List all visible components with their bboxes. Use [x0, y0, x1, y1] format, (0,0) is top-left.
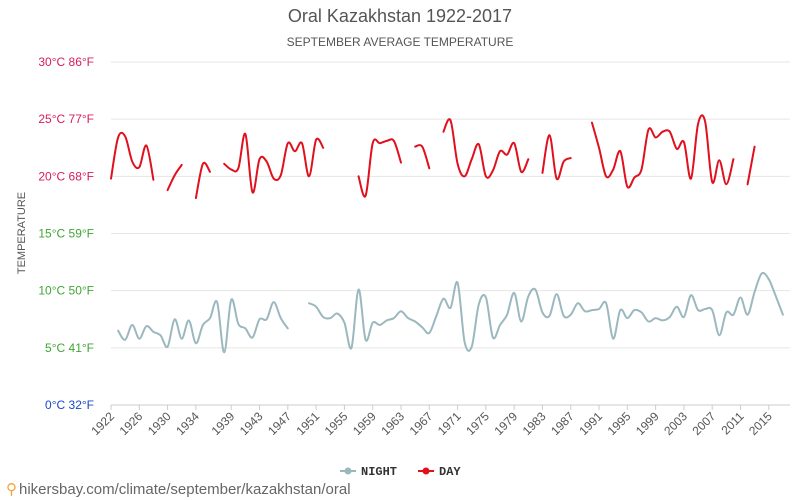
x-tick-label: 1983 — [520, 409, 549, 438]
x-tick-label: 1959 — [350, 409, 379, 438]
series-line-day — [590, 114, 735, 189]
x-tick-label: 1963 — [378, 409, 407, 438]
x-tick-label: 1951 — [293, 409, 322, 438]
y-tick-label: 5°C 41°F — [45, 341, 94, 355]
series-line-day — [223, 132, 325, 194]
y-axis-label: TEMPERATURE — [16, 192, 28, 274]
x-tick-label: 1975 — [463, 409, 492, 438]
source-url[interactable]: hikersbay.com/climate/september/kazakhst… — [19, 481, 351, 498]
series-line-day — [746, 145, 756, 186]
x-tick-label: 1943 — [237, 409, 266, 438]
x-tick-label: 1991 — [576, 409, 605, 438]
x-tick-label: 2011 — [718, 409, 746, 437]
series-line-day — [110, 131, 155, 181]
series-line-night — [308, 271, 784, 352]
x-tick-label: 2003 — [661, 409, 690, 438]
x-tick-label: 1979 — [491, 409, 520, 438]
x-tick-label: 1939 — [209, 409, 238, 438]
series-line-day — [442, 118, 530, 179]
chart-title: Oral Kazakhstan 1922-2017 — [287, 6, 513, 26]
legend-label: NIGHT — [361, 465, 397, 479]
legend-swatch-dot — [422, 467, 430, 475]
y-tick-label: 25°C 77°F — [38, 112, 94, 126]
x-tick-label: 1947 — [265, 409, 294, 438]
series-line-day — [166, 163, 183, 192]
x-tick-label: 1934 — [173, 409, 202, 438]
legend-item-day[interactable]: DAY — [418, 465, 461, 479]
x-tick-label: 1955 — [322, 409, 351, 438]
source-footer[interactable]: ⚲ hikersbay.com/climate/september/kazakhs… — [6, 480, 351, 498]
x-tick-label: 1971 — [435, 409, 464, 438]
y-tick-label: 10°C 50°F — [38, 284, 94, 298]
x-tick-label: 1987 — [548, 409, 577, 438]
legend: NIGHT DAY — [340, 465, 461, 479]
y-axis-ticks: 0°C 32°F 5°C 41°F 10°C 50°F 15°C 59°F 20°C 6… — [38, 55, 94, 412]
legend-label: DAY — [439, 465, 461, 479]
series-line-night — [117, 298, 289, 354]
x-axis: 1922 1926 1930 1934 1939 1943 1947 1951 1955 1959… — [88, 404, 790, 438]
y-tick-label: 0°C 32°F — [45, 398, 94, 412]
y-tick-label: 30°C 86°F — [38, 55, 94, 69]
legend-swatch-dot — [344, 467, 352, 475]
x-tick-label: 1967 — [407, 409, 436, 438]
grid-lines — [111, 61, 790, 406]
x-tick-label: 1999 — [633, 409, 662, 438]
x-tick-label: 1995 — [605, 409, 634, 438]
location-pin-icon: ⚲ — [6, 481, 17, 498]
y-tick-label: 15°C 59°F — [38, 227, 94, 241]
x-tick-label: 1930 — [145, 409, 174, 438]
series-line-day — [414, 144, 431, 170]
series-lines — [110, 114, 784, 354]
series-line-day — [541, 134, 572, 181]
x-tick-label: 2015 — [746, 409, 775, 438]
x-tick-label: 1926 — [117, 409, 146, 438]
series-line-day — [357, 138, 402, 198]
x-tick-label: 1922 — [88, 409, 117, 438]
chart-subtitle: SEPTEMBER AVERAGE TEMPERATURE — [286, 35, 514, 49]
y-tick-label: 20°C 68°F — [38, 169, 94, 183]
series-line-day — [194, 161, 211, 200]
legend-item-night[interactable]: NIGHT — [340, 465, 397, 479]
x-tick-label: 2007 — [690, 409, 719, 438]
